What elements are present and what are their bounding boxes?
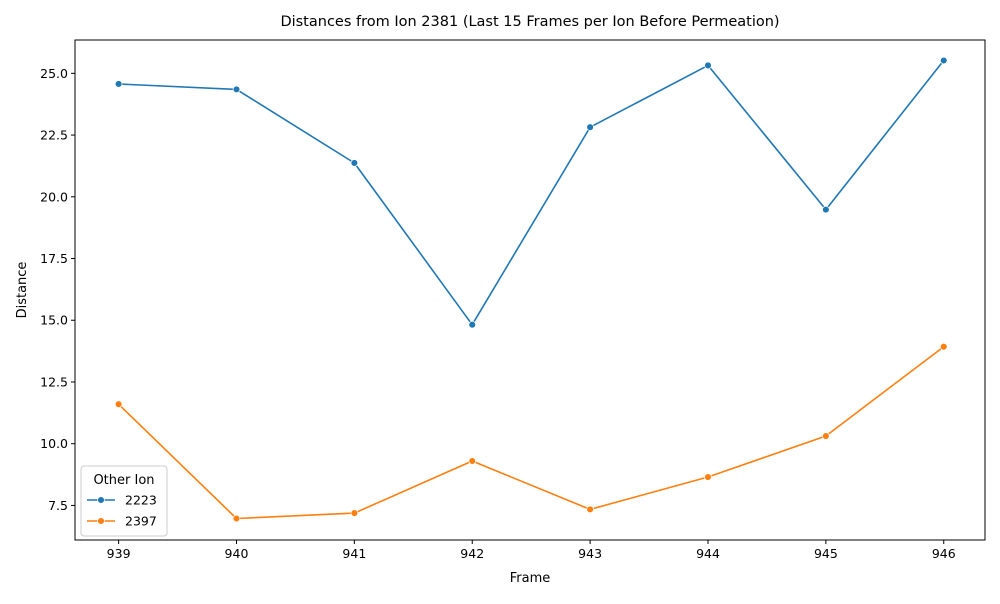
data-point-2223 <box>114 80 123 88</box>
x-axis-label: Frame <box>510 571 551 586</box>
y-tick-label: 22.5 <box>40 128 68 143</box>
y-tick-label: 25.0 <box>40 66 68 81</box>
y-tick-label: 7.5 <box>48 498 68 513</box>
x-tick-label: 944 <box>696 546 720 561</box>
y-tick-label: 15.0 <box>40 313 68 328</box>
plot-frame <box>74 39 986 541</box>
legend-title: Other Ion <box>93 473 154 488</box>
chart-title: Distances from Ion 2381 (Last 15 Frames … <box>280 14 779 30</box>
y-tick-label: 12.5 <box>40 374 68 389</box>
y-tick-label: 10.0 <box>40 436 68 451</box>
data-point-2397 <box>350 509 359 517</box>
x-tick-label: 940 <box>225 546 249 561</box>
x-tick-label: 939 <box>107 546 131 561</box>
legend: Other Ion 2223 2397 <box>80 465 168 537</box>
data-point-2397 <box>232 514 241 523</box>
legend-marker-2397 <box>97 517 105 525</box>
legend-label-2397: 2397 <box>125 514 157 529</box>
legend-label-2223: 2223 <box>125 493 157 508</box>
data-point-2223 <box>232 85 241 94</box>
data-point-2397 <box>939 342 948 351</box>
legend-marker-2223 <box>97 496 105 504</box>
data-point-2223 <box>822 205 830 214</box>
data-point-2223 <box>704 61 712 70</box>
y-tick-label: 20.0 <box>40 189 68 204</box>
series-line-2223 <box>118 60 945 326</box>
x-tick-label: 943 <box>578 546 602 561</box>
data-point-2223 <box>939 56 948 65</box>
data-point-2397 <box>468 457 476 465</box>
data-point-2397 <box>822 432 830 440</box>
data-point-2397 <box>114 400 123 408</box>
x-tick-label: 941 <box>342 546 366 561</box>
y-tick-label: 17.5 <box>40 251 68 266</box>
x-tick-label: 945 <box>814 546 838 561</box>
x-tick-label: 946 <box>932 546 956 561</box>
x-tick-label: 942 <box>460 546 484 561</box>
data-point-2223 <box>586 123 594 131</box>
data-point-2223 <box>468 320 476 329</box>
data-point-2223 <box>350 159 359 167</box>
series-line-2397 <box>118 346 945 520</box>
data-point-2397 <box>704 473 712 481</box>
y-axis-label: Distance <box>15 262 30 319</box>
data-point-2397 <box>586 505 594 514</box>
